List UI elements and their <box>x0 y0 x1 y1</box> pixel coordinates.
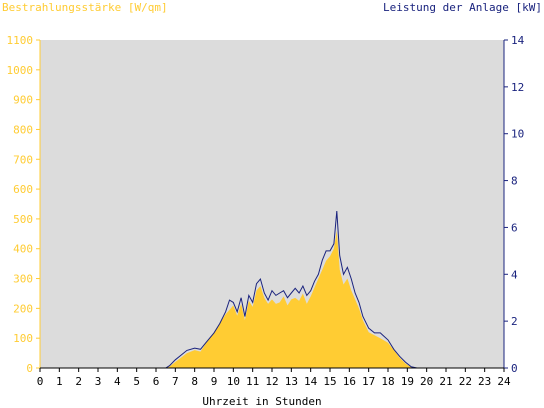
x-tick-label: 9 <box>211 375 218 388</box>
power-line <box>40 210 504 369</box>
y-left-tick-label: 800 <box>13 123 33 136</box>
x-tick-label: 1 <box>56 375 63 388</box>
x-tick-label: 16 <box>343 375 356 388</box>
x-tick-label: 21 <box>439 375 452 388</box>
y-right-tick-label: 12 <box>511 81 524 94</box>
x-tick-label: 4 <box>114 375 121 388</box>
x-tick-label: 19 <box>401 375 414 388</box>
y-right-tick-label: 10 <box>511 128 524 141</box>
x-tick-label: 3 <box>95 375 102 388</box>
y-left-tick-label: 0 <box>26 362 33 375</box>
x-tick-label: 13 <box>285 375 298 388</box>
x-tick-label: 24 <box>497 375 511 388</box>
right-axis-title: Leistung der Anlage [kW] <box>383 1 542 14</box>
x-tick-label: 20 <box>420 375 433 388</box>
ticks-layer: 0100200300400500600700800900100011000246… <box>7 34 525 388</box>
x-tick-label: 18 <box>381 375 394 388</box>
y-right-tick-label: 0 <box>511 362 518 375</box>
y-left-tick-label: 400 <box>13 243 33 256</box>
y-right-tick-label: 6 <box>511 221 518 234</box>
y-left-tick-label: 500 <box>13 213 33 226</box>
y-left-tick-label: 600 <box>13 183 33 196</box>
y-right-tick-label: 2 <box>511 315 518 328</box>
left-axis-title: Bestrahlungsstärke [W/qm] <box>2 1 168 14</box>
x-tick-label: 15 <box>323 375 336 388</box>
x-tick-label: 2 <box>75 375 82 388</box>
series-layer <box>40 210 504 369</box>
x-tick-label: 5 <box>133 375 140 388</box>
y-right-tick-label: 4 <box>511 268 518 281</box>
y-left-tick-label: 200 <box>13 302 33 315</box>
x-axis-label: Uhrzeit in Stunden <box>202 395 321 408</box>
x-tick-label: 10 <box>227 375 240 388</box>
x-tick-label: 11 <box>246 375 259 388</box>
y-left-tick-label: 100 <box>13 332 33 345</box>
x-tick-label: 17 <box>362 375 375 388</box>
y-left-tick-label: 1100 <box>7 34 34 47</box>
y-left-tick-label: 1000 <box>7 64 34 77</box>
x-tick-label: 0 <box>37 375 44 388</box>
x-tick-label: 7 <box>172 375 179 388</box>
x-tick-label: 22 <box>459 375 472 388</box>
x-tick-label: 12 <box>265 375 278 388</box>
x-tick-label: 6 <box>153 375 160 388</box>
y-left-tick-label: 700 <box>13 153 33 166</box>
y-left-tick-label: 900 <box>13 94 33 107</box>
irradiance-area <box>40 230 504 368</box>
x-tick-label: 14 <box>304 375 318 388</box>
y-left-tick-label: 300 <box>13 273 33 286</box>
y-right-tick-label: 8 <box>511 175 518 188</box>
x-tick-label: 23 <box>478 375 491 388</box>
y-right-tick-label: 14 <box>511 34 525 47</box>
x-tick-label: 8 <box>191 375 198 388</box>
